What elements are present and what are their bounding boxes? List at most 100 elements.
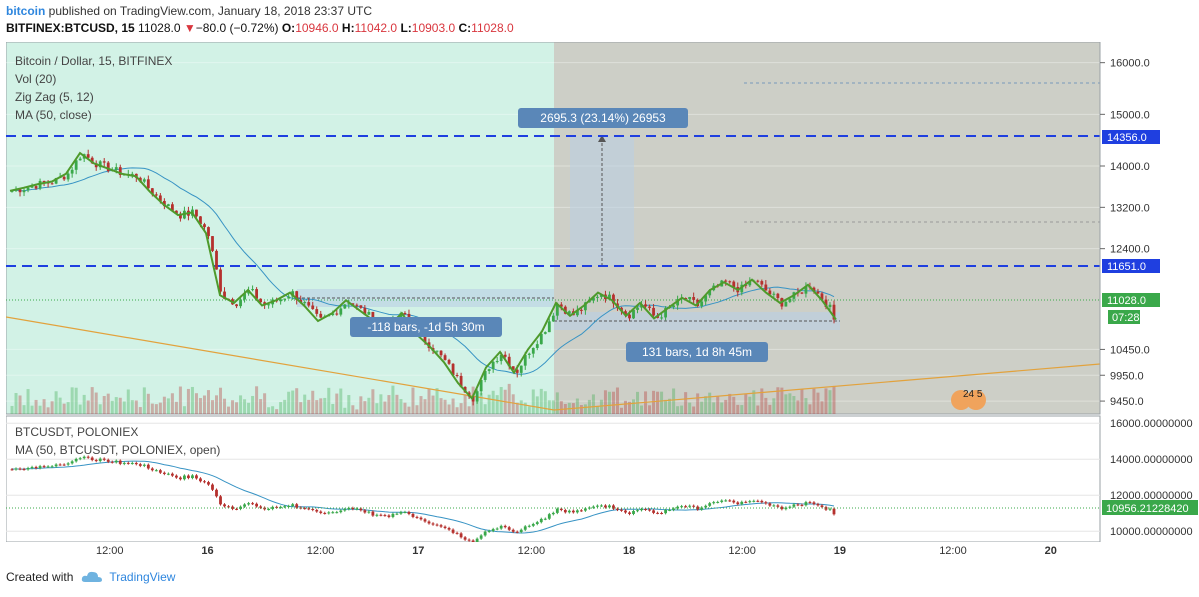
sub-candle-body [319,511,323,513]
sub-candle-body [507,527,511,530]
volume-bar [455,407,459,414]
candle-body [664,308,667,318]
sub-candle-body [519,529,523,533]
sub-candle-body [439,525,443,527]
sub-legend-title[interactable]: BTCUSDT, POLONIEX [15,425,139,439]
sub-ma-line[interactable] [11,460,835,534]
volume-bar [62,403,66,414]
sub-candle-body [455,532,459,534]
sub-candle-body [379,514,383,516]
price-axis[interactable]: 16000.0 15000.0 14000.0 13200.0 12400.0 10450… [1099,42,1150,414]
sub-candle-body [776,505,780,507]
sub-candle-body [772,505,776,507]
volume-bar [523,402,527,414]
last-price: 11028.0 [138,21,181,35]
volume-bar [78,404,82,414]
candle-body [708,290,712,296]
volume-bar [94,392,98,414]
candle-body [728,281,732,283]
events-flag-icon[interactable] [951,390,971,410]
volume-bar [387,395,391,414]
sub-candle-body [724,500,728,502]
trend-line-down[interactable] [5,316,555,411]
candle-body [50,183,54,185]
legend-volume[interactable]: Vol (20) [15,72,57,86]
sub-candle-body [636,510,639,512]
candle-body [579,309,583,311]
candle-body [62,176,66,180]
volume-bar [267,407,271,414]
volume-bar [178,386,182,414]
trend-line-up[interactable] [553,363,1101,411]
chart-frame[interactable]: 2695.3 (23.14%) 26953 -118 bars, -1d 5h … [5,41,1198,557]
candle-body [158,195,162,201]
candle-body [507,356,511,367]
volume-bar [419,396,423,414]
volume-bar [70,387,74,414]
candle-body [672,305,676,308]
sub-candle-body [788,506,792,508]
candle-body [118,167,122,175]
volume-bar [575,398,579,414]
sub-candle-body [215,489,218,497]
candle-body [215,250,218,270]
volume-bar [627,401,632,414]
main-legend-title[interactable]: Bitcoin / Dollar, 15, BITFINEX [15,54,173,68]
publisher-link[interactable]: bitcoin [6,4,46,18]
sub-candle-body [10,469,14,471]
sub-legend-ma[interactable]: MA (50, BTCUSDT, POLONIEX, open) [15,443,221,457]
sub-candle-body [656,512,659,514]
volume-bar [194,393,198,414]
main-grid [6,62,1100,402]
sub-candle-body [467,539,471,541]
zigzag-line[interactable] [9,151,837,401]
candle-body [447,359,451,364]
change-value: −80.0 (−0.72%) [195,21,279,35]
sub-candle-body [443,526,447,529]
candle-body [700,301,704,307]
candle-body [495,361,499,363]
price-tick-label: 12400.0 [1110,244,1150,256]
candle-body [499,354,503,362]
sub-candle-body [18,468,22,470]
price-tick-label: 10450.0 [1110,344,1150,356]
sub-candle-body [82,456,86,459]
sub-candle-body [515,531,519,533]
sub-candle-body [752,500,756,502]
volume-bar [82,394,86,414]
candle-body [551,315,555,322]
volume-bar [623,400,627,414]
sub-candle-body [150,468,154,471]
volume-bar [50,401,54,414]
sub-candle-body [158,470,162,473]
volume-bar [106,393,110,414]
sub-candle-body [471,540,475,543]
legend-ma[interactable]: MA (50, close) [15,108,92,122]
volume-bar [708,392,712,414]
candle-body [235,304,238,307]
volume-bar [611,391,615,414]
volume-bar [239,395,243,414]
price-tick-label: 14000.0 [1110,161,1150,173]
candle-body [455,375,459,377]
volume-bar [619,407,623,414]
time-axis[interactable]: 12:00 16 12:00 17 12:00 18 12:00 19 12:00 20 [6,542,1100,560]
sub-price-axis[interactable]: 16000.00000000 14000.00000000 12000.000000… [1110,418,1193,538]
candle-body [788,298,792,302]
time-tick-label: 19 [833,545,847,557]
sub-candle-body [475,538,479,543]
sub-candle-body [796,504,800,506]
chart-canvas[interactable]: 2695.3 (23.14%) 26953 -118 bars, -1d 5h … [5,41,1198,544]
time-tick-label: 12:00 [96,545,124,557]
volume-bar [756,405,760,414]
range-box-left[interactable] [297,289,554,307]
sub-candle-body [199,478,202,482]
publish-info: published on TradingView.com, January 18… [48,4,372,18]
volume-bar [46,407,50,414]
events-flag-icon-2[interactable] [966,390,986,410]
candle-body [106,162,110,172]
tradingview-link[interactable]: TradingView [81,570,175,584]
sub-candle-body [579,510,583,512]
candle-body [42,180,46,183]
legend-zigzag[interactable]: Zig Zag (5, 12) [15,90,94,104]
